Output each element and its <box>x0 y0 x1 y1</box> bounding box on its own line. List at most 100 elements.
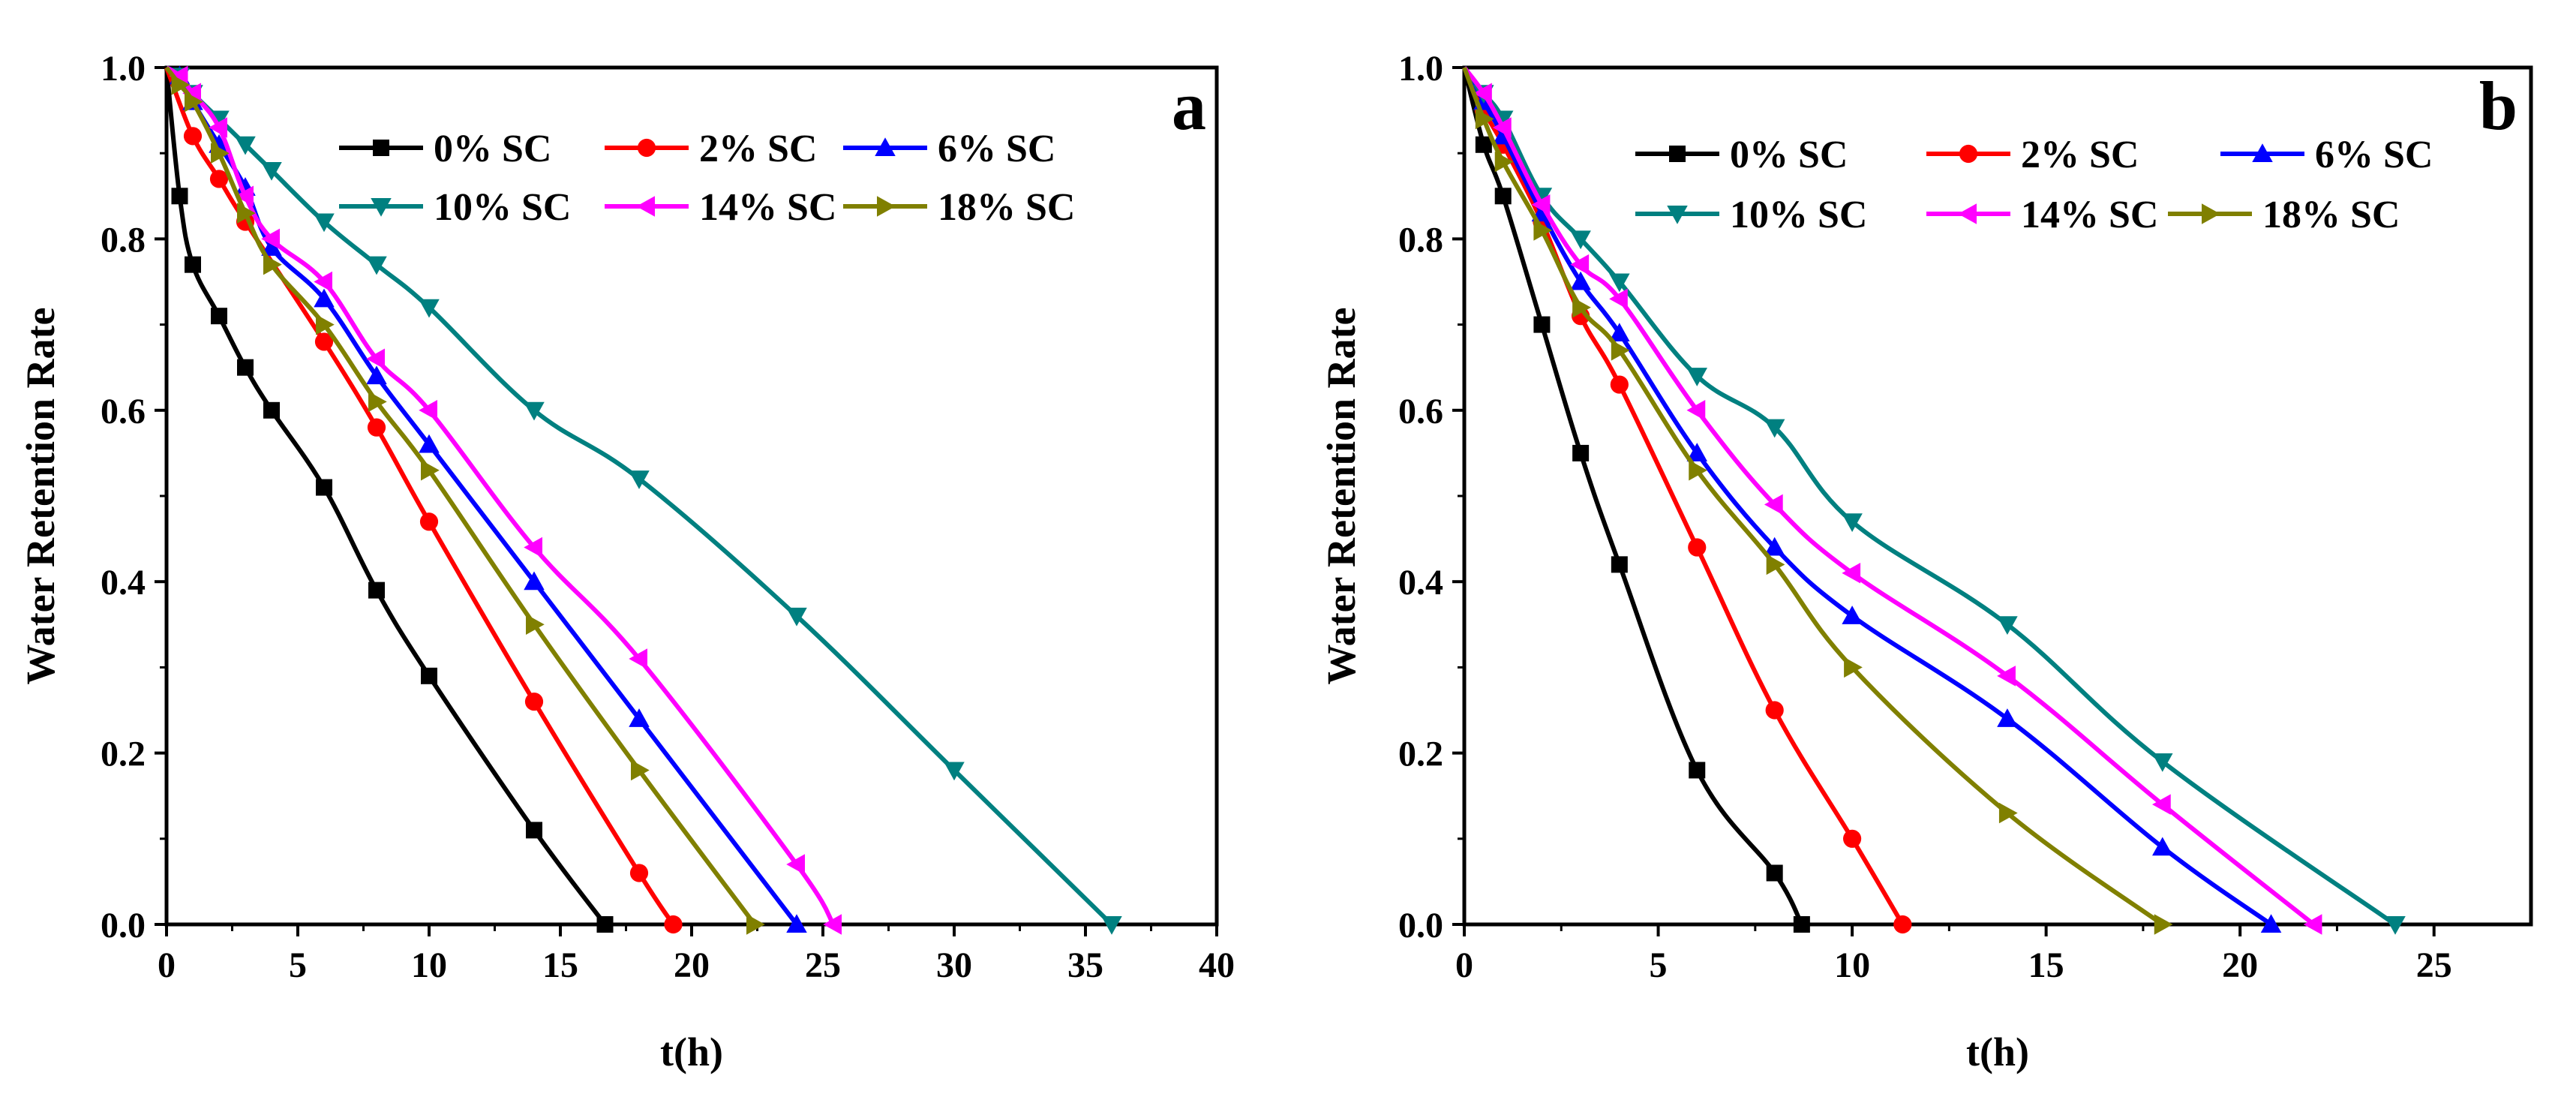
x-tick-label: 40 <box>1199 945 1235 985</box>
legend-marker <box>1667 206 1688 224</box>
data-point <box>419 299 440 318</box>
data-point <box>368 582 385 599</box>
data-point <box>185 256 201 273</box>
legend-marker <box>877 196 896 217</box>
data-point <box>314 271 332 293</box>
data-point <box>524 571 545 591</box>
data-point <box>2303 914 2322 935</box>
series-line <box>1462 66 2397 927</box>
data-point <box>1764 536 1785 556</box>
data-point <box>1842 563 1861 584</box>
data-point <box>1533 220 1553 241</box>
legend-label: 18% SC <box>938 186 1075 229</box>
data-point <box>1997 616 2018 636</box>
data-point <box>261 162 282 181</box>
data-point <box>629 708 650 727</box>
data-point <box>316 479 332 496</box>
data-point <box>786 914 807 933</box>
x-tick-label: 25 <box>2416 945 2452 985</box>
series-0sc <box>1462 67 1810 933</box>
data-point <box>2385 916 2406 935</box>
data-point <box>1531 194 1551 215</box>
data-point <box>1893 915 1912 934</box>
x-tick-label: 15 <box>542 945 578 985</box>
x-tick-label: 10 <box>1834 945 1870 985</box>
y-tick-label: 0.4 <box>101 563 146 603</box>
data-point <box>1686 400 1706 421</box>
data-point <box>526 822 542 839</box>
data-point <box>1533 316 1551 333</box>
data-point <box>1765 701 1784 720</box>
legend-marker <box>373 140 389 156</box>
data-point <box>786 854 805 875</box>
data-point <box>944 762 965 781</box>
data-point <box>171 188 188 205</box>
data-point <box>1997 708 2018 727</box>
y-tick-label: 0.6 <box>1398 392 1443 431</box>
data-point <box>786 607 807 627</box>
x-tick-label: 0 <box>1455 945 1473 985</box>
data-point <box>1611 556 1628 573</box>
data-point <box>235 136 256 155</box>
data-point <box>631 759 650 781</box>
data-point <box>1572 444 1590 461</box>
data-point <box>1570 230 1591 250</box>
legend-label: 6% SC <box>2315 134 2433 176</box>
chart-panel-b: 0 5 10 15 20 25 0.0 0.2 0.4 0.6 0.8 1.0 t(h) Water Re… <box>1319 49 2533 1074</box>
legend-marker <box>636 196 655 217</box>
data-point <box>1611 340 1630 361</box>
series-line <box>1462 66 2164 927</box>
data-point <box>2152 753 2173 772</box>
data-point <box>1473 83 1492 104</box>
series-line <box>1462 66 2273 927</box>
y-tick-label: 0.2 <box>1398 735 1443 774</box>
x-tick-label: 25 <box>805 945 841 985</box>
data-point <box>1610 375 1629 394</box>
legend-label: 10% SC <box>1730 194 1867 236</box>
data-point <box>314 332 334 351</box>
data-point <box>211 308 227 325</box>
data-point <box>1609 288 1628 310</box>
data-point <box>183 127 203 146</box>
data-point <box>1764 419 1785 438</box>
legend-marker <box>875 137 896 156</box>
series-18sc <box>1462 66 2173 935</box>
data-point <box>1572 297 1591 318</box>
legend-marker <box>371 198 392 217</box>
y-tick-label: 1.0 <box>1398 49 1443 89</box>
series-0sc <box>164 67 614 933</box>
chart-panel-a: 0 5 10 15 20 25 30 35 40 0.0 0.2 0.4 0.6 0.8 1.0 t(h) Wa… <box>18 49 1235 1074</box>
data-point <box>1494 151 1514 173</box>
data-point <box>237 203 256 224</box>
y-tick-label: 0.2 <box>101 735 146 774</box>
x-tick-label: 5 <box>1650 945 1668 985</box>
y-tick-label: 0.8 <box>101 220 146 260</box>
y-axis-title: Water Retention Rate <box>18 308 63 685</box>
x-tick-label: 35 <box>1067 945 1103 985</box>
data-point <box>419 434 440 453</box>
data-point <box>1570 254 1590 275</box>
data-point <box>1766 864 1783 882</box>
data-point <box>211 143 230 164</box>
data-point <box>1998 802 2018 824</box>
x-tick-label: 5 <box>289 945 307 985</box>
data-point <box>1793 916 1810 933</box>
x-tick-label: 0 <box>158 945 176 985</box>
data-point <box>2152 794 2171 815</box>
data-point <box>263 254 282 275</box>
y-axis-title: Water Retention Rate <box>1319 308 1364 685</box>
data-point <box>1842 606 1863 624</box>
data-point <box>524 401 545 421</box>
x-tick-label: 15 <box>2028 945 2064 985</box>
data-point <box>2260 914 2282 933</box>
data-point <box>823 914 842 935</box>
data-point <box>421 459 440 481</box>
y-tick-label: 0.8 <box>1398 220 1443 260</box>
legend: 0% SC 2% SC 6% SC 10% SC 14% SC 18% SC <box>1635 134 2433 236</box>
data-point <box>314 288 335 308</box>
data-point <box>235 185 254 207</box>
series-line <box>164 66 757 926</box>
data-point <box>1609 273 1630 293</box>
data-point <box>421 667 437 684</box>
